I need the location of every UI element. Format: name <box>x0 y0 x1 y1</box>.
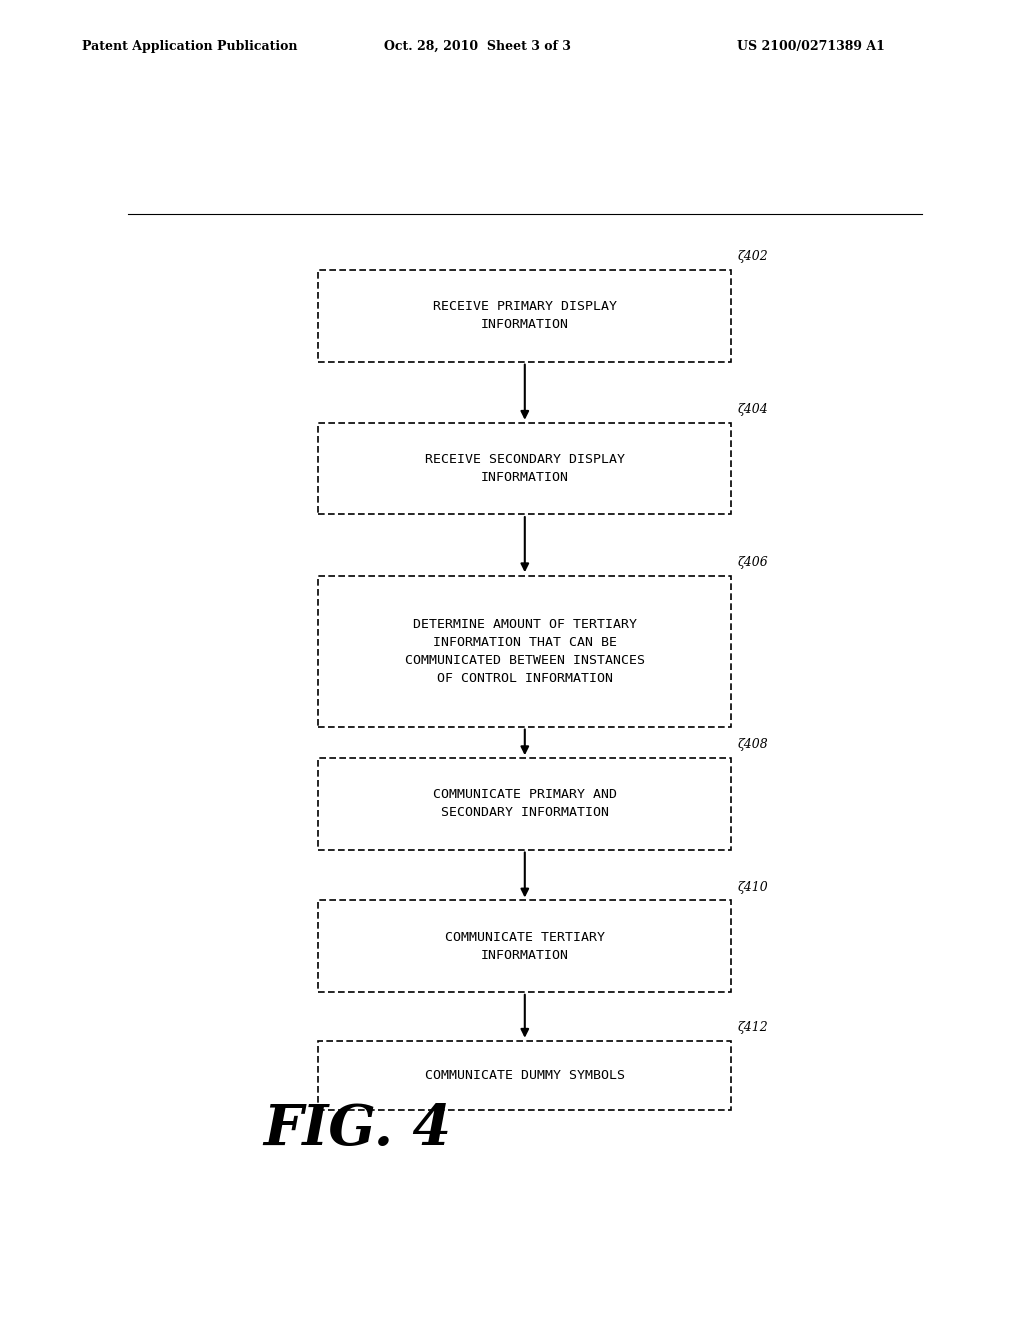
FancyBboxPatch shape <box>318 422 731 515</box>
Text: Patent Application Publication: Patent Application Publication <box>82 40 297 53</box>
Text: RECEIVE SECONDARY DISPLAY
INFORMATION: RECEIVE SECONDARY DISPLAY INFORMATION <box>425 453 625 484</box>
FancyBboxPatch shape <box>318 1040 731 1110</box>
Text: COMMUNICATE PRIMARY AND
SECONDARY INFORMATION: COMMUNICATE PRIMARY AND SECONDARY INFORM… <box>433 788 616 820</box>
Text: US 2100/0271389 A1: US 2100/0271389 A1 <box>737 40 885 53</box>
Text: COMMUNICATE TERTIARY
INFORMATION: COMMUNICATE TERTIARY INFORMATION <box>444 931 605 961</box>
Text: ζ406: ζ406 <box>737 557 768 569</box>
FancyBboxPatch shape <box>318 576 731 726</box>
Text: DETERMINE AMOUNT OF TERTIARY
INFORMATION THAT CAN BE
COMMUNICATED BETWEEN INSTAN: DETERMINE AMOUNT OF TERTIARY INFORMATION… <box>404 618 645 685</box>
Text: ζ402: ζ402 <box>737 251 768 264</box>
FancyBboxPatch shape <box>318 758 731 850</box>
Text: FIG. 4: FIG. 4 <box>263 1101 451 1156</box>
Text: Oct. 28, 2010  Sheet 3 of 3: Oct. 28, 2010 Sheet 3 of 3 <box>384 40 570 53</box>
Text: ζ410: ζ410 <box>737 880 768 894</box>
Text: ζ412: ζ412 <box>737 1020 768 1034</box>
FancyBboxPatch shape <box>318 271 731 362</box>
Text: ζ404: ζ404 <box>737 403 768 416</box>
FancyBboxPatch shape <box>318 900 731 991</box>
Text: COMMUNICATE DUMMY SYMBOLS: COMMUNICATE DUMMY SYMBOLS <box>425 1069 625 1081</box>
Text: ζ408: ζ408 <box>737 738 768 751</box>
Text: RECEIVE PRIMARY DISPLAY
INFORMATION: RECEIVE PRIMARY DISPLAY INFORMATION <box>433 301 616 331</box>
